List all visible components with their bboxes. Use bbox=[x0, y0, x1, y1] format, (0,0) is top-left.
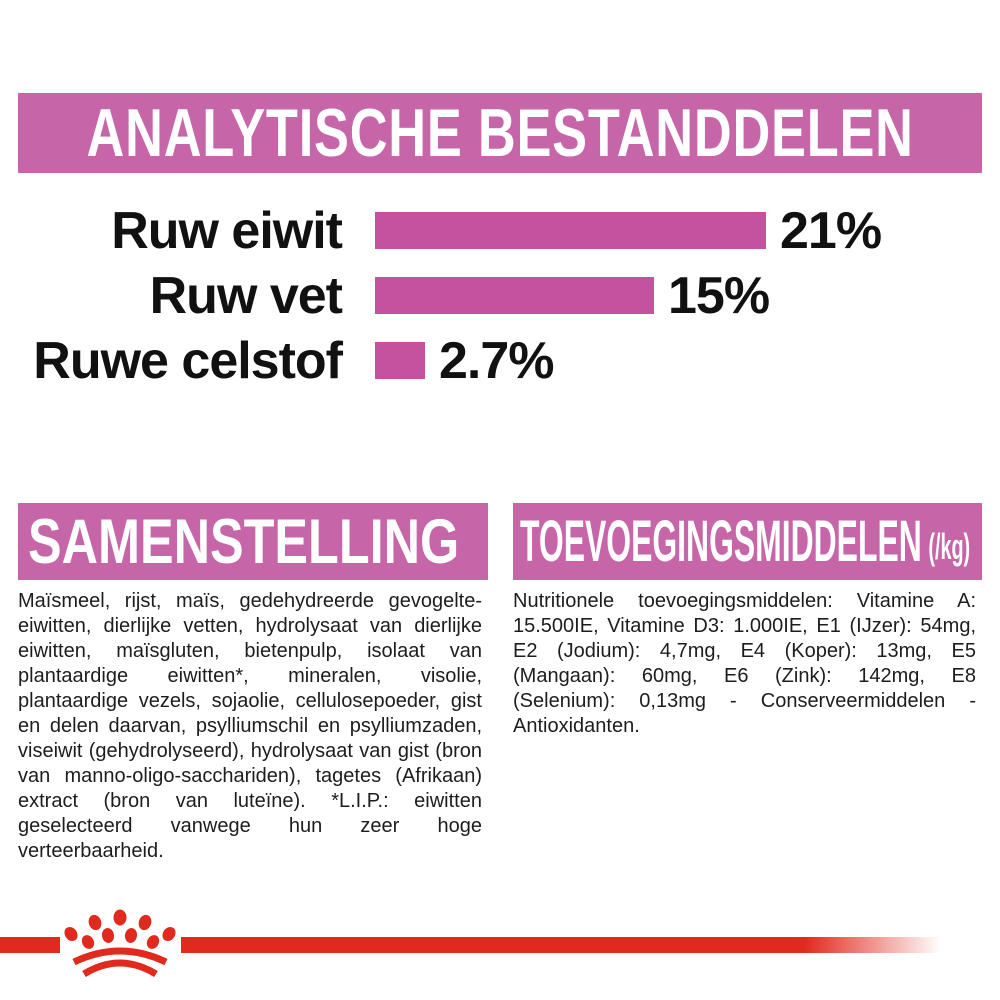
analytical-title: ANALYTISCHE BESTANDDELEN bbox=[86, 95, 914, 171]
chart-row: Ruwe celstof 2.7% bbox=[0, 335, 1000, 387]
composition-body-text: Maïsmeel, rijst, maïs, gedehydreerde gev… bbox=[18, 590, 482, 862]
chart-category-label: Ruwe celstof bbox=[33, 331, 343, 390]
chart-category-label: Ruw vet bbox=[149, 266, 343, 325]
chart-value-label: 15% bbox=[668, 266, 770, 325]
composition-title: SAMENSTELLING bbox=[28, 506, 460, 577]
additives-title: TOEVOEGINGSMIDDELEN bbox=[520, 509, 922, 574]
chart-row: Ruw vet 15% bbox=[0, 270, 1000, 322]
additives-body-text: Nutritionele toevoegingsmiddelen: Vitami… bbox=[513, 590, 976, 737]
analytical-section-banner: ANALYTISCHE BESTANDDELEN bbox=[18, 93, 982, 173]
royal-canin-crown-logo bbox=[64, 909, 176, 978]
additives-unit: (/kg) bbox=[928, 525, 971, 567]
chart-row: Ruw eiwit 21% bbox=[0, 205, 1000, 257]
chart-bar bbox=[375, 342, 425, 379]
footer-stripe-left bbox=[0, 937, 60, 953]
additives-section-banner: TOEVOEGINGSMIDDELEN (/kg) bbox=[513, 503, 982, 580]
chart-bar bbox=[375, 212, 766, 249]
chart-category-label: Ruw eiwit bbox=[111, 201, 343, 260]
footer-stripe-right bbox=[181, 937, 941, 953]
composition-section-banner: SAMENSTELLING bbox=[18, 503, 488, 580]
chart-value-label: 21% bbox=[780, 201, 882, 260]
additives-title-wrap: TOEVOEGINGSMIDDELEN (/kg) bbox=[520, 508, 970, 575]
chart-bar bbox=[375, 277, 654, 314]
chart-value-label: 2.7% bbox=[439, 331, 555, 390]
analytical-bar-chart: Ruw eiwit 21% Ruw vet 15% Ruwe celstof 2… bbox=[0, 205, 1000, 407]
